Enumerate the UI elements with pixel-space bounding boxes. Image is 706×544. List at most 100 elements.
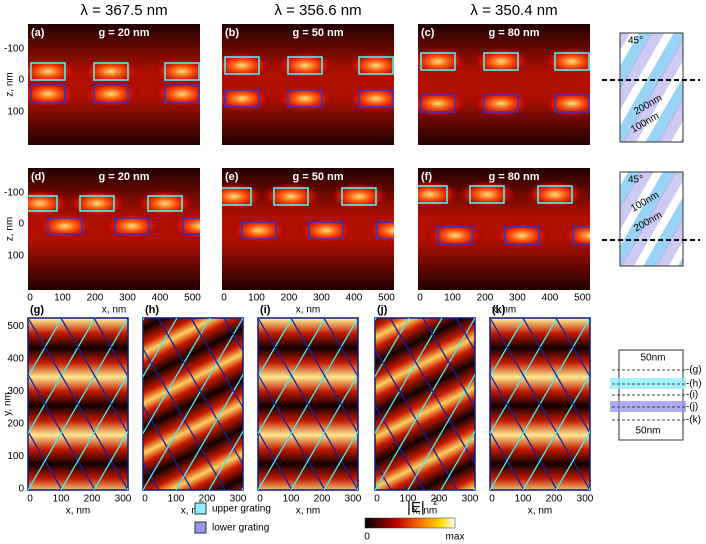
x-axis-label: x, nm [528,506,552,517]
lower-line [455,318,475,352]
x-tick: 0 [27,494,33,505]
lower-grating [287,89,323,108]
upper-line [175,373,243,490]
x-axis-label: x, nm [492,305,516,316]
x-tick: 0 [374,494,380,505]
upper-grating [79,195,115,212]
lower-grating [420,94,456,113]
z-axis-label: z, nm [5,217,16,241]
hotspot [81,80,141,108]
lower-grating [358,89,394,108]
angle-label: 45° [628,175,643,186]
map [418,24,590,145]
hotspot [457,180,517,209]
lower-grating [504,226,540,245]
upper-line [208,430,243,490]
hotspot [152,57,200,86]
x-tick: 200 [477,293,494,304]
field-map [222,168,394,290]
map [222,168,394,290]
hotspot [275,84,335,113]
lower-grating [224,89,260,108]
x-tick: 400 [152,293,169,304]
gap-label: g = 20 nm [98,171,149,183]
hotspot [35,212,95,240]
legend-lower-label: lower grating [212,523,269,534]
x-axis-label: x, nm [296,506,320,517]
upper-line [555,430,590,490]
x-tick: 200 [431,494,448,505]
lower-grating [437,226,473,245]
x-tick: 0 [142,494,148,505]
x-axis-label: x, nm [413,506,437,517]
x-tick: 200 [281,293,298,304]
colorbar-title: |E| [407,499,425,516]
x-tick: 100 [283,494,300,505]
hotspot [471,89,531,118]
spacing-label: 50nm [635,426,660,437]
hotspot [222,51,272,80]
x-tick: 300 [230,494,247,505]
y-axis-label: y, nm [3,392,14,416]
grating-lines [258,318,358,490]
legend-upper-label: upper grating [212,504,271,515]
lower-grating [182,217,200,235]
colorbar [364,517,456,529]
lower-grating [483,94,519,113]
map [222,24,394,145]
upper-grating [273,187,309,206]
x-tick: 0 [489,494,495,505]
x-tick: 100 [53,494,70,505]
upper-line [93,430,128,490]
lower-line [323,318,358,378]
y-tick: 200 [7,419,24,430]
hotspot [542,47,590,76]
map [28,168,200,290]
gap-label: g = 20 nm [98,27,149,39]
upper-grating [224,56,260,75]
wavelength: λ = 367.5 nm [80,2,167,19]
grating-lines [28,318,128,490]
hotspot [28,80,78,108]
x-tick: 100 [248,293,265,304]
field-map [28,24,200,145]
lower-line [93,318,128,378]
y-tick: 300 [7,386,24,397]
upper-grating [358,56,394,75]
hotspot [346,51,394,80]
hotspot [229,216,289,245]
z-tick: -100 [4,188,24,199]
x-axis-label: x, nm [66,506,90,517]
angle-label: 45° [628,36,643,47]
x-tick: 300 [345,494,362,505]
panel-label: (a) [31,27,45,39]
x-axis-label: x, nm [102,305,126,316]
lower-line [375,347,458,490]
grating-lines [143,318,243,490]
x-tick: 400 [542,293,559,304]
lower-line [190,318,243,409]
hotspot [418,180,460,209]
map-bg [222,24,394,145]
colorbar-sup: 2 [433,496,438,506]
upper-grating [93,62,129,81]
upper-grating [28,195,58,212]
x-tick: 300 [462,494,479,505]
lower-grating [114,217,150,235]
upper-line [143,318,178,378]
level-label: -(k) [686,415,701,426]
gap-label: g = 80 nm [488,27,539,39]
hotspot [222,84,272,113]
hotspot [170,212,200,240]
field-map [222,24,394,145]
panel-label: (e) [225,171,239,183]
hotspot [418,89,468,118]
x-tick: 300 [577,494,594,505]
panel-label: (h) [145,304,159,316]
field-map [418,168,590,290]
x-tick: 200 [87,293,104,304]
x-tick: 400 [346,293,363,304]
level-label: -(i) [686,390,698,401]
inset-grating [619,32,684,143]
